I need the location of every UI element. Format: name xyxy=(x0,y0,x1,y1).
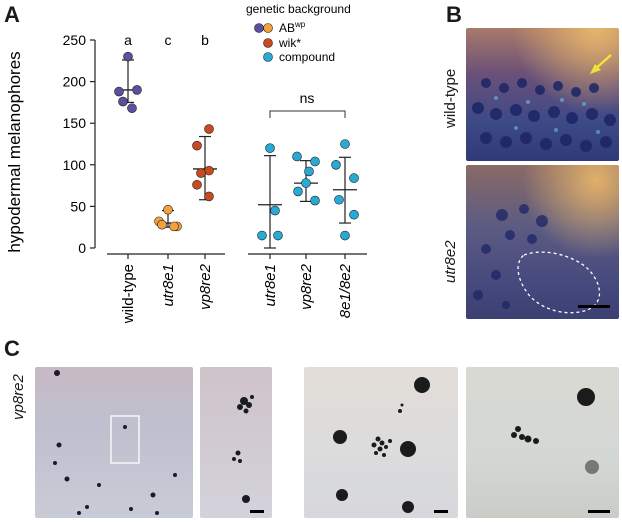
wild-type-micrograph xyxy=(466,28,619,161)
legend-wik-marker xyxy=(263,38,273,48)
scale-bar xyxy=(588,510,610,513)
significance-letter: c xyxy=(165,32,172,48)
legend-ab-purple-marker xyxy=(254,23,264,33)
data-point xyxy=(163,204,173,215)
wild-type-melanophores xyxy=(472,54,616,152)
vp8re2-detail-micrograph-2 xyxy=(466,367,619,518)
data-point xyxy=(304,166,314,177)
data-point xyxy=(169,221,179,232)
y-tick-label: 200 xyxy=(63,74,87,90)
significance-letter: b xyxy=(201,32,209,48)
data-point xyxy=(349,173,359,183)
data-point xyxy=(132,85,142,95)
data-point xyxy=(204,124,214,134)
scale-bar xyxy=(434,510,448,513)
data-points xyxy=(114,51,359,241)
vp8re2-detail-2-spots xyxy=(511,388,610,513)
y-tick-label: 150 xyxy=(63,115,87,131)
wild-type-label: wild-type xyxy=(442,68,459,128)
legend-ab-orange-marker xyxy=(263,23,273,33)
scale-bar xyxy=(578,305,610,308)
data-point xyxy=(118,96,128,107)
melanophore-chart: 0 50 100 150 200 250 wild-type utr8e1 vp8re2 utr… xyxy=(5,2,367,324)
ns-label: ns xyxy=(300,90,315,106)
legend-wik-text: wik* xyxy=(278,36,301,50)
utr8e2-melanophores xyxy=(473,204,610,314)
legend-compound-marker xyxy=(263,52,273,62)
data-point xyxy=(340,230,350,241)
data-point xyxy=(127,103,137,114)
panel-letter-c: C xyxy=(4,336,20,361)
ns-bracket: ns xyxy=(269,90,346,118)
data-point xyxy=(196,168,206,178)
vp8re2-row-label: vp8re2 xyxy=(10,374,27,420)
vp8re2-overview-spots xyxy=(53,370,177,515)
data-point xyxy=(340,139,350,149)
legend-compound-text: compound xyxy=(279,50,335,64)
legend-ab-text: ABwp xyxy=(279,20,306,35)
data-point xyxy=(334,194,344,205)
data-point xyxy=(331,160,341,170)
x-tick-label: vp8re2 xyxy=(298,263,315,310)
arrow-icon xyxy=(590,54,612,74)
vp8re2-detail-1-spots xyxy=(333,377,448,513)
x-tick-label: 8e1/8e2 xyxy=(337,263,354,318)
vp8re2-detail-micrograph-1 xyxy=(304,367,458,518)
data-point xyxy=(310,156,320,167)
data-point xyxy=(265,143,275,153)
significance-letter: a xyxy=(124,32,132,48)
vp8re2-inset-spots xyxy=(232,395,264,513)
data-point xyxy=(192,140,202,151)
x-axis: wild-type utr8e1 vp8re2 utr8e1 vp8re2 8e1/8e2 xyxy=(107,253,367,324)
legend: genetic background ABwp wik* compound xyxy=(246,2,351,64)
data-point xyxy=(114,86,124,97)
data-point xyxy=(273,230,283,241)
scale-bar xyxy=(250,510,264,513)
y-tick-label: 0 xyxy=(78,240,86,256)
y-axis: 0 50 100 150 200 250 xyxy=(63,32,96,256)
data-point xyxy=(257,230,267,241)
data-point xyxy=(293,186,303,197)
vp8re2-overview-micrograph xyxy=(35,367,193,518)
data-point xyxy=(204,165,214,176)
panel-letter-a: A xyxy=(4,2,20,27)
data-point xyxy=(292,151,302,162)
data-point xyxy=(270,205,280,216)
data-point xyxy=(192,179,202,190)
data-point xyxy=(204,191,214,202)
y-axis-label: hypodermal melanophores xyxy=(5,51,24,252)
x-tick-label: vp8re2 xyxy=(197,263,214,310)
legend-title: genetic background xyxy=(246,2,351,16)
x-tick-label: utr8e1 xyxy=(160,264,177,307)
x-tick-label: utr8e1 xyxy=(262,264,279,307)
utr8e2-micrograph xyxy=(466,165,619,319)
y-tick-label: 100 xyxy=(63,157,87,173)
utr8e2-label: utr8e2 xyxy=(442,240,459,283)
x-tick-label: wild-type xyxy=(120,264,137,324)
data-point xyxy=(310,195,320,206)
panel-letter-b: B xyxy=(446,2,462,27)
data-point xyxy=(301,178,311,188)
zoom-inset-box xyxy=(110,415,140,464)
data-point xyxy=(123,51,133,62)
data-point xyxy=(157,219,167,230)
vp8re2-inset-micrograph xyxy=(200,367,272,518)
error-bars xyxy=(116,59,357,249)
y-tick-label: 50 xyxy=(70,198,86,214)
data-point xyxy=(349,209,359,220)
y-tick-label: 250 xyxy=(63,32,87,48)
